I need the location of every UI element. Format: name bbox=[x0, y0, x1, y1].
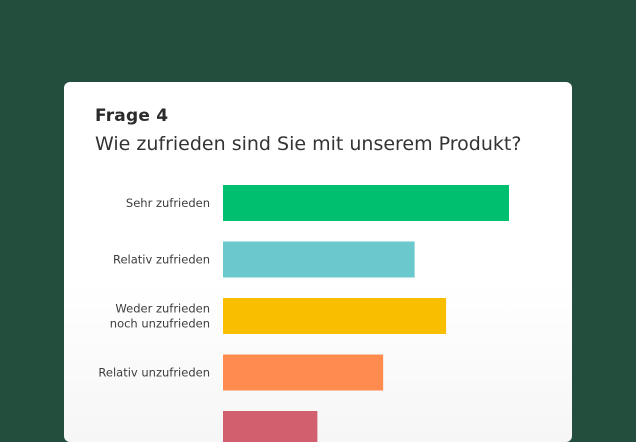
question-text: Wie zufrieden sind Sie mit unserem Produ… bbox=[95, 133, 522, 155]
survey-question-card: Frage 4 Wie zufrieden sind Sie mit unser… bbox=[64, 82, 572, 442]
bar-label-4: Relativ unzufrieden bbox=[98, 366, 210, 380]
bar-5 bbox=[223, 411, 318, 442]
bar-label-3-line-2: noch unzufrieden bbox=[110, 317, 210, 331]
bar-1 bbox=[223, 185, 509, 221]
bar-label-3-line-1: Weder zufrieden bbox=[115, 302, 210, 316]
bar-4 bbox=[223, 354, 384, 391]
bar-3 bbox=[223, 298, 447, 334]
question-number: Frage 4 bbox=[95, 106, 169, 126]
bar-label-1: Sehr zufrieden bbox=[126, 196, 210, 210]
bar-label-2: Relativ zufrieden bbox=[113, 253, 210, 267]
bar-2 bbox=[223, 241, 415, 278]
bar-chart: Sehr zufrieden Relativ zufrieden Weder zuf… bbox=[98, 185, 509, 442]
